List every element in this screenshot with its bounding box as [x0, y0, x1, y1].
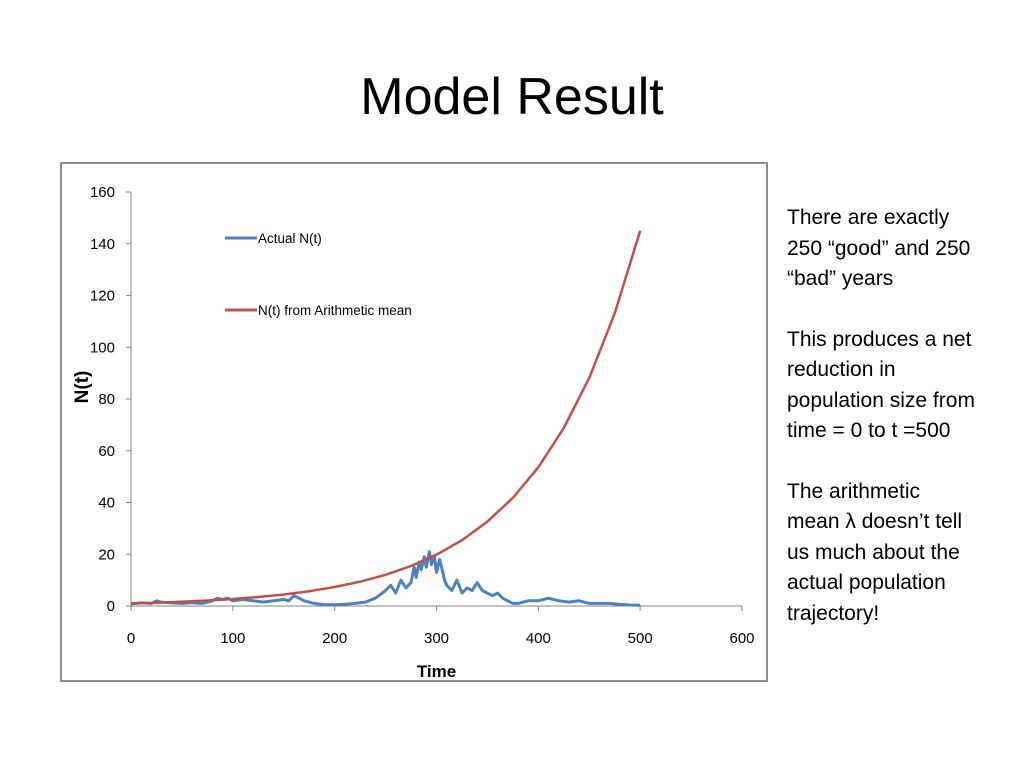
y-tick-label: 40 — [98, 495, 115, 512]
y-tick-label: 60 — [98, 443, 115, 460]
x-tick-label: 0 — [127, 630, 135, 647]
side-notes: There are exactly 250 “good” and 250 “ba… — [787, 203, 977, 659]
x-tick-label: 100 — [220, 630, 245, 647]
x-axis-title: Time — [417, 662, 456, 680]
legend-label-actual: Actual N(t) — [258, 231, 322, 246]
chart-area: 0 20 40 60 80 100 120 140 160 0 100 200 300 400 500 600… — [60, 162, 768, 682]
y-tick-label: 120 — [90, 288, 115, 305]
y-tick-label: 140 — [90, 236, 115, 253]
note-arithmetic-mean: The arithmetic mean λ doesn’t tell us mu… — [787, 479, 963, 625]
y-tick-label: 100 — [90, 339, 115, 356]
x-tick-label: 300 — [424, 630, 449, 647]
y-tick-label: 80 — [98, 391, 115, 408]
y-tick-label: 160 — [90, 184, 115, 201]
y-tick-label: 20 — [98, 546, 115, 563]
series-line-actual — [130, 550, 641, 607]
series-line-arithmetic-mean — [130, 230, 642, 605]
note-good-bad-years: There are exactly 250 “good” and 250 “ba… — [787, 206, 971, 290]
note-net-reduction: This produces a net reduction in populat… — [787, 327, 975, 443]
line-chart: 0 20 40 60 80 100 120 140 160 0 100 200 300 400 500 600… — [72, 184, 755, 680]
x-tick-label: 600 — [729, 630, 754, 647]
x-tick-label: 500 — [628, 630, 653, 647]
slide-title: Model Result — [360, 68, 664, 126]
x-tick-label: 400 — [526, 630, 551, 647]
x-tick-label: 200 — [322, 630, 347, 647]
y-tick-label: 0 — [107, 598, 115, 615]
legend-label-arithmetic-mean: N(t) from Arithmetic mean — [258, 303, 412, 318]
y-axis-title: N(t) — [72, 371, 93, 404]
